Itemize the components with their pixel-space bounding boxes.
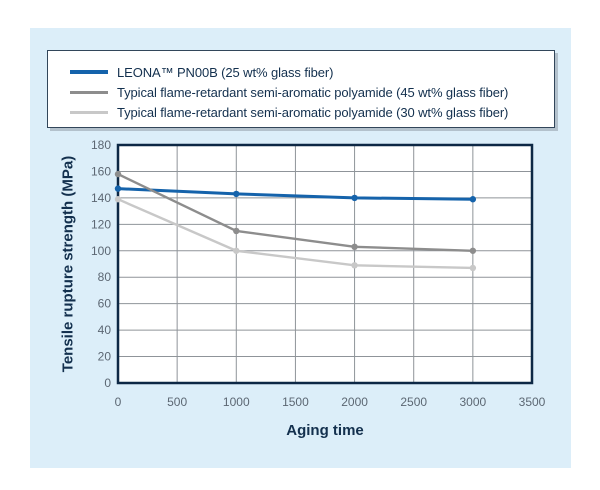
svg-text:2000: 2000: [341, 395, 368, 409]
x-tick-labels: 0 500 1000 1500 2000 2500 3000 3500: [115, 395, 546, 409]
legend-item-pa45: Typical flame-retardant semi-aromatic po…: [70, 82, 554, 102]
svg-text:3500: 3500: [519, 395, 546, 409]
legend-label: Typical flame-retardant semi-aromatic po…: [117, 84, 509, 100]
legend-label: LEONA™ PN00B (25 wt% glass fiber): [117, 64, 334, 80]
svg-text:0: 0: [104, 376, 111, 390]
legend-line-swatch-blue: [70, 70, 108, 74]
legend-label: Typical flame-retardant semi-aromatic po…: [117, 104, 509, 120]
svg-text:180: 180: [91, 138, 111, 152]
svg-text:100: 100: [91, 244, 111, 258]
y-axis-title: Tensile rupture strength (MPa): [59, 155, 77, 373]
legend-line-swatch-dark-gray: [70, 90, 108, 94]
legend-item-pa30: Typical flame-retardant semi-aromatic po…: [70, 102, 554, 122]
svg-text:2500: 2500: [400, 395, 427, 409]
svg-text:80: 80: [98, 270, 112, 284]
svg-text:0: 0: [115, 395, 122, 409]
svg-text:1500: 1500: [282, 395, 309, 409]
svg-text:3000: 3000: [460, 395, 487, 409]
svg-text:160: 160: [91, 164, 111, 178]
svg-text:500: 500: [167, 395, 187, 409]
x-axis-title: Aging time: [286, 422, 364, 439]
series-2: [114, 196, 477, 272]
svg-text:20: 20: [98, 350, 112, 364]
series-0: [114, 185, 477, 203]
plot-background: [118, 145, 532, 383]
svg-text:60: 60: [98, 297, 112, 311]
svg-text:140: 140: [91, 191, 111, 205]
plot-area: 0 20 40 60 80 100 120 140 160 180 0 500 1000 1500 2000…: [91, 138, 546, 409]
svg-text:1000: 1000: [223, 395, 250, 409]
legend-item-leona: LEONA™ PN00B (25 wt% glass fiber): [70, 62, 554, 82]
y-tick-labels: 0 20 40 60 80 100 120 140 160 180: [91, 138, 111, 390]
legend-line-swatch-light-gray: [70, 110, 108, 114]
chart-panel: 0 20 40 60 80 100 120 140 160 180 0 500 1000 1500 2000…: [30, 28, 571, 468]
plot-frame: [116, 143, 534, 385]
series-1: [114, 170, 477, 254]
legend: LEONA™ PN00B (25 wt% glass fiber) Typica…: [47, 50, 555, 128]
svg-text:120: 120: [91, 217, 111, 231]
svg-text:40: 40: [98, 323, 112, 337]
